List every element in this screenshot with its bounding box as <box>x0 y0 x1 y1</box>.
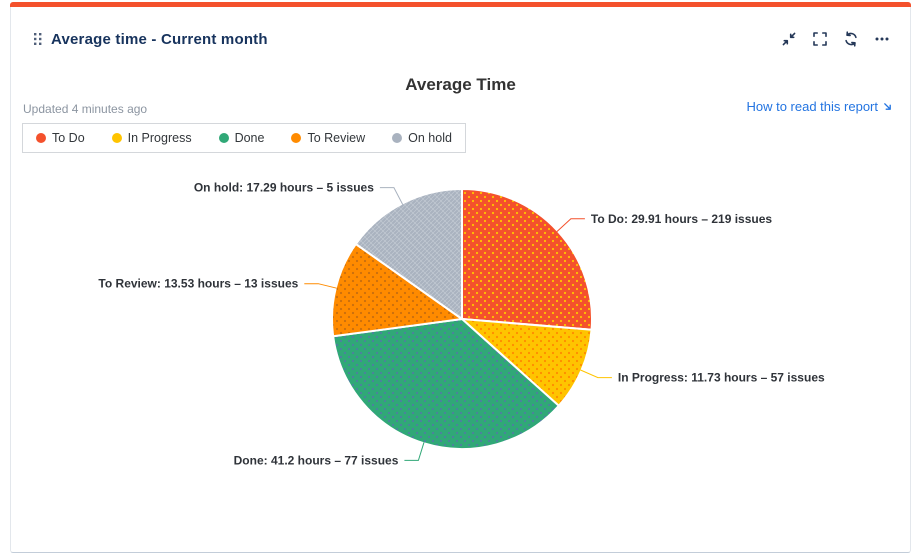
legend-label: Done <box>234 131 265 145</box>
dashboard-widget-card: Average time - Current month Average <box>10 2 911 553</box>
pie-data-label-in-progress: In Progress: 11.73 hours – 57 issues <box>618 371 825 385</box>
widget-accent-bar <box>10 2 911 7</box>
refresh-icon[interactable] <box>843 31 859 47</box>
chart-legend: To Do In Progress Done To Review On hold <box>22 123 466 153</box>
pie-data-label-to-do: To Do: 29.91 hours – 219 issues <box>591 212 773 226</box>
legend-item-on-hold[interactable]: On hold <box>392 131 452 145</box>
pie-data-label-done: Done: 41.2 hours – 77 issues <box>234 453 399 467</box>
legend-marker-on-hold <box>392 133 403 143</box>
legend-item-to-review[interactable]: To Review <box>291 131 365 145</box>
legend-label: In Progress <box>127 131 192 145</box>
legend-marker-in-progress <box>111 133 122 143</box>
pie-data-label-on-hold: On hold: 17.29 hours – 5 issues <box>194 181 374 195</box>
pie-data-label-to-review: To Review: 13.53 hours – 13 issues <box>98 277 298 291</box>
chart-title: Average Time <box>405 75 516 94</box>
widget-title: Average time - Current month <box>51 30 268 48</box>
updated-status: Updated 4 minutes ago <box>23 102 148 116</box>
legend-item-in-progress[interactable]: In Progress <box>111 131 192 145</box>
pie-connector-in-progress <box>580 369 612 379</box>
widget-header: Average time - Current month <box>33 27 890 51</box>
pie-chart: To Do: 29.91 hours – 219 issues In Progre… <box>98 181 825 468</box>
pie-connector-on-hold <box>379 187 404 205</box>
how-to-read-label: How to read this report <box>746 99 878 114</box>
more-options-icon[interactable] <box>874 31 890 47</box>
pie-connector-to-do <box>556 218 585 232</box>
legend-label: To Review <box>307 131 366 145</box>
pie-slice-to-do[interactable] <box>461 188 593 331</box>
legend-item-done[interactable]: Done <box>218 131 265 145</box>
pie-connector-to-review <box>304 283 337 289</box>
legend-item-to-do[interactable]: To Do <box>36 131 85 145</box>
pie-connector-done <box>404 442 425 461</box>
how-to-read-link[interactable]: How to read this report <box>746 99 892 114</box>
legend-label: On hold <box>408 131 452 145</box>
legend-label: To Do <box>52 131 85 145</box>
legend-marker-done <box>218 133 229 143</box>
collapse-icon[interactable] <box>781 31 797 47</box>
diagonal-arrow-icon <box>884 103 891 110</box>
widget-toolbar <box>781 31 890 47</box>
legend-marker-to-review <box>291 133 302 143</box>
fullscreen-icon[interactable] <box>812 31 828 47</box>
legend-marker-to-do <box>36 133 46 143</box>
drag-handle-icon[interactable] <box>33 32 43 46</box>
